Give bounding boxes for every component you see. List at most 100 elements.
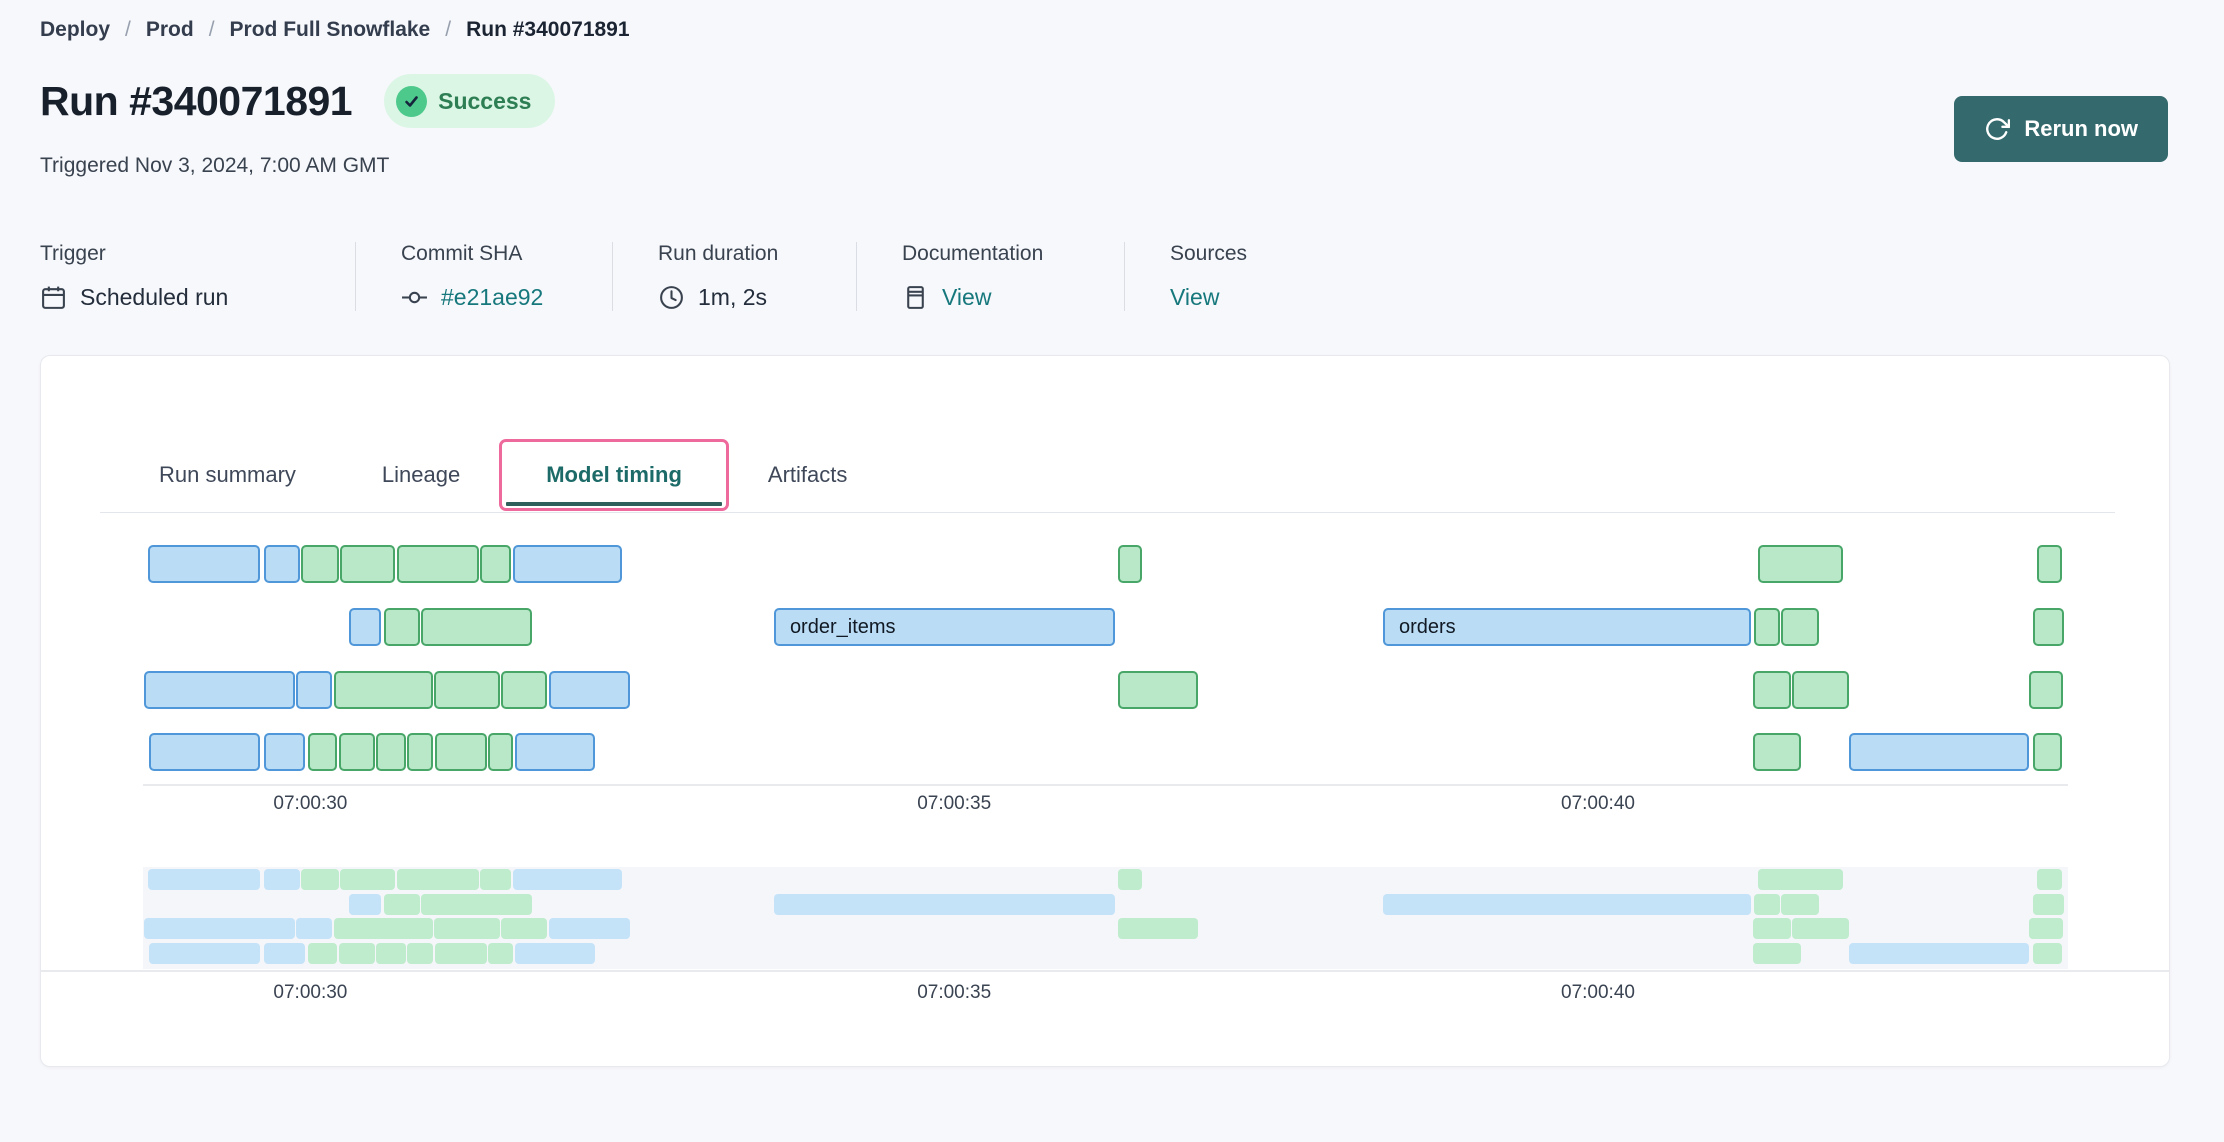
gantt-bar[interactable] bbox=[2037, 545, 2062, 583]
gantt-bar[interactable] bbox=[383, 608, 420, 646]
gantt-lane-3 bbox=[143, 671, 2068, 709]
gantt-bar-orders[interactable]: orders bbox=[1382, 608, 1752, 646]
commit-sha-link[interactable]: #e21ae92 bbox=[441, 284, 544, 310]
overview-bar bbox=[1117, 918, 1198, 939]
gantt-bar[interactable] bbox=[1117, 671, 1198, 709]
meta-run-duration: Run duration 1m, 2s bbox=[613, 242, 857, 311]
commit-icon bbox=[401, 284, 428, 311]
gantt-bar[interactable] bbox=[333, 671, 433, 709]
run-header: Run #340071891 Success Triggered Nov 3, … bbox=[40, 74, 2168, 178]
tab-bar: Run summary Lineage Model timing Artifac… bbox=[159, 439, 847, 511]
breadcrumb-prod[interactable]: Prod bbox=[145, 18, 194, 41]
overview-bar bbox=[480, 869, 512, 890]
gantt-bar[interactable] bbox=[500, 671, 548, 709]
overview-bar bbox=[1792, 918, 1850, 939]
gantt-bar[interactable] bbox=[396, 545, 480, 583]
gantt-overview-strip[interactable] bbox=[143, 867, 2068, 969]
gantt-bar[interactable] bbox=[515, 733, 595, 771]
overview-bar bbox=[515, 943, 595, 964]
meta-duration-label: Run duration bbox=[658, 242, 779, 265]
gantt-lane-4 bbox=[143, 733, 2068, 771]
meta-sources-label: Sources bbox=[1170, 242, 1248, 265]
gantt-bar[interactable] bbox=[148, 545, 261, 583]
gantt-bar[interactable] bbox=[2033, 608, 2065, 646]
meta-commit-label: Commit SHA bbox=[401, 242, 523, 265]
gantt-bar[interactable] bbox=[307, 733, 338, 771]
gantt-bar[interactable] bbox=[488, 733, 513, 771]
gantt-bar[interactable] bbox=[296, 671, 333, 709]
gantt-bar[interactable] bbox=[1117, 545, 1143, 583]
run-detail-panel: Run summary Lineage Model timing Artifac… bbox=[40, 355, 2170, 1067]
overview-axis-line bbox=[41, 970, 2169, 972]
gantt-bar[interactable] bbox=[1792, 671, 1850, 709]
gantt-bar[interactable] bbox=[1780, 608, 1820, 646]
tab-artifacts[interactable]: Artifacts bbox=[767, 462, 848, 487]
gantt-bar[interactable] bbox=[434, 671, 500, 709]
overview-lane-4 bbox=[143, 943, 2068, 964]
gantt-bar[interactable] bbox=[1752, 671, 1792, 709]
gantt-lane-2: order_items orders bbox=[143, 608, 2068, 646]
gantt-bar[interactable] bbox=[2033, 733, 2062, 771]
tab-model-timing[interactable]: Model timing bbox=[499, 439, 729, 511]
status-badge-label: Success bbox=[438, 87, 532, 114]
time-tick-label: 07:00:40 bbox=[1561, 793, 1635, 814]
time-tick-label: 07:00:30 bbox=[273, 793, 348, 814]
tab-run-summary[interactable]: Run summary bbox=[159, 462, 296, 487]
overview-bar bbox=[406, 943, 433, 964]
rerun-now-button[interactable]: Rerun now bbox=[1954, 96, 2168, 162]
breadcrumb-separator: / bbox=[125, 18, 131, 41]
gantt-bar[interactable] bbox=[340, 545, 396, 583]
breadcrumb: Deploy / Prod / Prod Full Snowflake / Ru… bbox=[40, 16, 2168, 44]
breadcrumb-job[interactable]: Prod Full Snowflake bbox=[229, 18, 431, 41]
overview-bar bbox=[296, 918, 333, 939]
rerun-now-label: Rerun now bbox=[2024, 116, 2138, 141]
gantt-bar[interactable] bbox=[406, 733, 433, 771]
gantt-bar-order_items bbox=[773, 894, 1116, 915]
run-metadata: Trigger Scheduled run Commit SHA #e21ae9… bbox=[40, 242, 2168, 311]
gantt-bar[interactable] bbox=[421, 608, 532, 646]
gantt-bar[interactable] bbox=[376, 733, 406, 771]
overview-bar bbox=[333, 918, 433, 939]
gantt-bar[interactable] bbox=[512, 545, 622, 583]
gantt-bar[interactable] bbox=[301, 545, 339, 583]
run-page: Deploy / Prod / Prod Full Snowflake / Ru… bbox=[40, 16, 2170, 1067]
gantt-bar-order_items[interactable]: order_items bbox=[773, 608, 1116, 646]
overview-bar bbox=[1752, 943, 1802, 964]
clock-icon bbox=[658, 284, 685, 311]
gantt-bar[interactable] bbox=[349, 608, 382, 646]
gantt-bar[interactable] bbox=[2029, 671, 2063, 709]
gantt-bar[interactable] bbox=[435, 733, 487, 771]
overview-lane-2 bbox=[143, 894, 2068, 915]
gantt-bar[interactable] bbox=[264, 545, 301, 583]
gantt-bar-label: orders bbox=[1398, 615, 1456, 638]
gantt-bar-label: order_items bbox=[789, 615, 896, 638]
gantt-bar[interactable] bbox=[338, 733, 375, 771]
tab-lineage[interactable]: Lineage bbox=[381, 462, 461, 487]
meta-trigger-label: Trigger bbox=[40, 242, 106, 265]
overview-bar bbox=[349, 894, 382, 915]
meta-documentation: Documentation View bbox=[857, 242, 1125, 311]
overview-bar bbox=[396, 869, 480, 890]
overview-bar bbox=[2033, 943, 2062, 964]
gantt-bar[interactable] bbox=[1757, 545, 1843, 583]
overview-bar bbox=[264, 943, 306, 964]
overview-bar bbox=[148, 869, 261, 890]
breadcrumb-separator: / bbox=[445, 18, 452, 41]
gantt-bar[interactable] bbox=[1752, 733, 1802, 771]
documentation-view-link[interactable]: View bbox=[942, 284, 992, 310]
breadcrumb-deploy[interactable]: Deploy bbox=[40, 18, 111, 41]
overview-bar bbox=[340, 869, 396, 890]
gantt-bar[interactable] bbox=[548, 671, 630, 709]
gantt-lane-1 bbox=[143, 545, 2068, 583]
sources-view-link[interactable]: View bbox=[1170, 284, 1220, 310]
gantt-bar[interactable] bbox=[264, 733, 306, 771]
overview-bar bbox=[500, 918, 548, 939]
model-timing-gantt: order_items orders 07:00:30 07:00:35 07:00:… bbox=[143, 545, 2068, 814]
gantt-bar[interactable] bbox=[1849, 733, 2030, 771]
gantt-bar[interactable] bbox=[149, 733, 261, 771]
overview-lane-1 bbox=[143, 869, 2068, 890]
gantt-bar[interactable] bbox=[1753, 608, 1780, 646]
overview-bar bbox=[144, 918, 295, 939]
gantt-bar[interactable] bbox=[144, 671, 295, 709]
gantt-bar[interactable] bbox=[480, 545, 512, 583]
